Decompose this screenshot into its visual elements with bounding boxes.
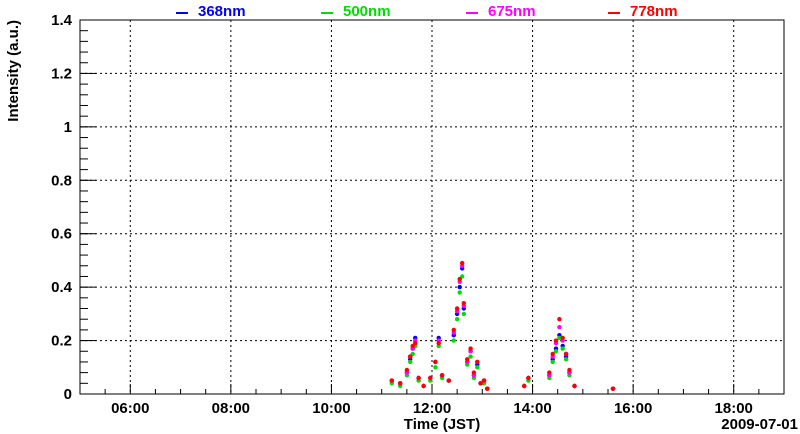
axes: 06:00 08:00 10:00 12:00 14:00 16:00 18:00 0 0.2 0…	[51, 12, 785, 417]
data-point	[428, 375, 433, 381]
data-point	[478, 381, 483, 386]
data-point	[468, 346, 473, 351]
y-tick-label: 0	[64, 386, 72, 403]
x-tick-label: 08:00	[212, 400, 250, 417]
data-point	[560, 335, 565, 341]
data-point	[468, 354, 473, 359]
data-point	[563, 351, 569, 357]
data-point	[436, 341, 441, 346]
data-point	[404, 367, 410, 373]
x-tick-label: 12:00	[413, 400, 451, 417]
legend-label: 368nm	[198, 3, 246, 20]
data-point	[413, 341, 418, 346]
x-tick-label: 14:00	[513, 400, 551, 417]
data-point	[557, 317, 562, 322]
data-point	[408, 359, 413, 365]
data-point	[610, 386, 616, 391]
data-point	[460, 260, 465, 266]
data-point	[475, 365, 480, 370]
y-tick-label: 1.4	[51, 12, 73, 29]
y-tick-label: 0.8	[51, 172, 72, 189]
x-tick-label: 10:00	[312, 400, 350, 417]
data-point	[475, 359, 480, 365]
data-point	[446, 378, 451, 383]
data-point	[461, 311, 466, 317]
y-tick-label: 1.2	[51, 65, 72, 82]
series-368nm	[389, 266, 616, 391]
data-point	[433, 359, 438, 365]
data-point	[421, 383, 426, 389]
data-point	[572, 383, 577, 389]
data-point	[526, 375, 531, 381]
series-778nm	[389, 260, 616, 391]
legend: 368nm 500nm 675nm 778nm	[176, 3, 678, 20]
data-point	[457, 284, 462, 290]
data-point	[457, 290, 462, 295]
data-point	[553, 338, 559, 343]
data-points	[389, 260, 616, 391]
y-tick-label: 0.2	[51, 333, 72, 350]
x-tick-label: 06:00	[111, 400, 149, 417]
data-point	[433, 365, 438, 370]
y-tick-label: 0.6	[51, 226, 72, 243]
legend-label: 778nm	[630, 3, 678, 20]
data-point	[471, 370, 477, 375]
data-point	[416, 375, 421, 381]
x-tick-label: 16:00	[614, 400, 652, 417]
y-tick-label: 1	[64, 119, 72, 136]
series-500nm	[389, 274, 616, 391]
y-tick-label: 0.4	[51, 279, 73, 296]
data-point	[557, 325, 562, 330]
data-point	[567, 367, 572, 373]
data-point	[451, 338, 456, 343]
data-point	[389, 378, 394, 383]
data-point	[550, 359, 555, 365]
data-point	[557, 335, 562, 341]
data-point	[522, 383, 527, 389]
data-point	[481, 378, 487, 383]
data-point	[454, 306, 460, 311]
grid	[80, 20, 784, 394]
series-675nm	[389, 263, 616, 391]
data-point	[560, 346, 565, 351]
legend-label: 500nm	[343, 3, 391, 20]
data-point	[461, 301, 466, 306]
data-point	[398, 381, 403, 386]
data-point	[451, 327, 456, 333]
data-point	[454, 317, 460, 322]
date-label: 2009-07-01	[721, 416, 798, 433]
data-point	[457, 276, 462, 282]
data-point	[547, 370, 552, 375]
x-axis-title: Time (JST)	[404, 416, 480, 433]
data-point	[563, 357, 569, 362]
data-point	[553, 349, 559, 354]
data-point	[485, 386, 490, 391]
data-point	[408, 354, 413, 359]
data-point	[439, 373, 445, 378]
x-tick-label: 18:00	[715, 400, 753, 417]
data-point	[550, 351, 555, 357]
y-axis-title: Intensity (a.u.)	[5, 20, 22, 122]
data-point	[465, 357, 470, 362]
legend-label: 675nm	[488, 3, 536, 20]
